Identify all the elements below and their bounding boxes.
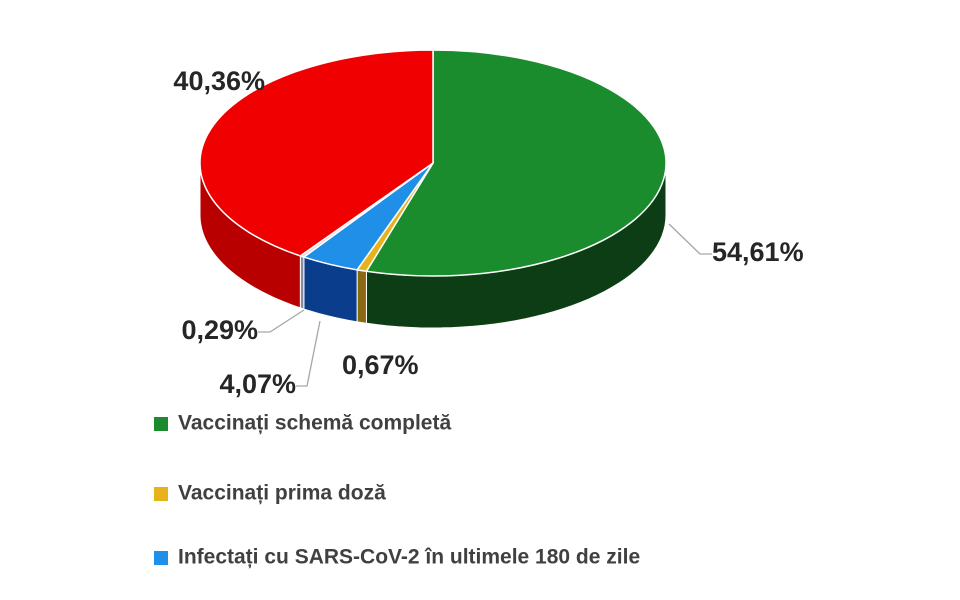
data-label-1: 0,67% — [342, 350, 419, 380]
leader-line-2 — [296, 320, 321, 387]
legend-swatch-0 — [154, 417, 168, 431]
data-label-0: 54,61% — [712, 237, 804, 267]
data-label-2: 4,07% — [219, 369, 296, 399]
data-label-3: 0,29% — [181, 315, 258, 345]
leader-line-0 — [668, 223, 712, 255]
pie-sides — [199, 162, 667, 329]
legend: Vaccinați schemă completă Vaccinați prima… — [154, 412, 640, 569]
legend-swatch-1 — [154, 487, 168, 501]
legend-label-0: Vaccinați schemă completă — [178, 412, 451, 435]
data-label-4: 40,36% — [173, 66, 265, 96]
pie-slice-4 — [199, 49, 434, 257]
leader-line-3 — [258, 309, 305, 333]
leader-lines — [258, 223, 712, 387]
data-labels: 54,61% 0,67% 4,07% 0,29% 40,36% — [173, 66, 803, 399]
pie-tops — [199, 49, 667, 277]
legend-swatch-2 — [154, 551, 168, 565]
pie-slice-0 — [365, 49, 667, 277]
pie-side-3 — [299, 255, 305, 310]
legend-label-2: Infectați cu SARS-CoV-2 în ultimele 180 … — [178, 546, 640, 569]
pie-side-1 — [356, 269, 367, 324]
legend-label-1: Vaccinați prima doză — [178, 482, 386, 505]
